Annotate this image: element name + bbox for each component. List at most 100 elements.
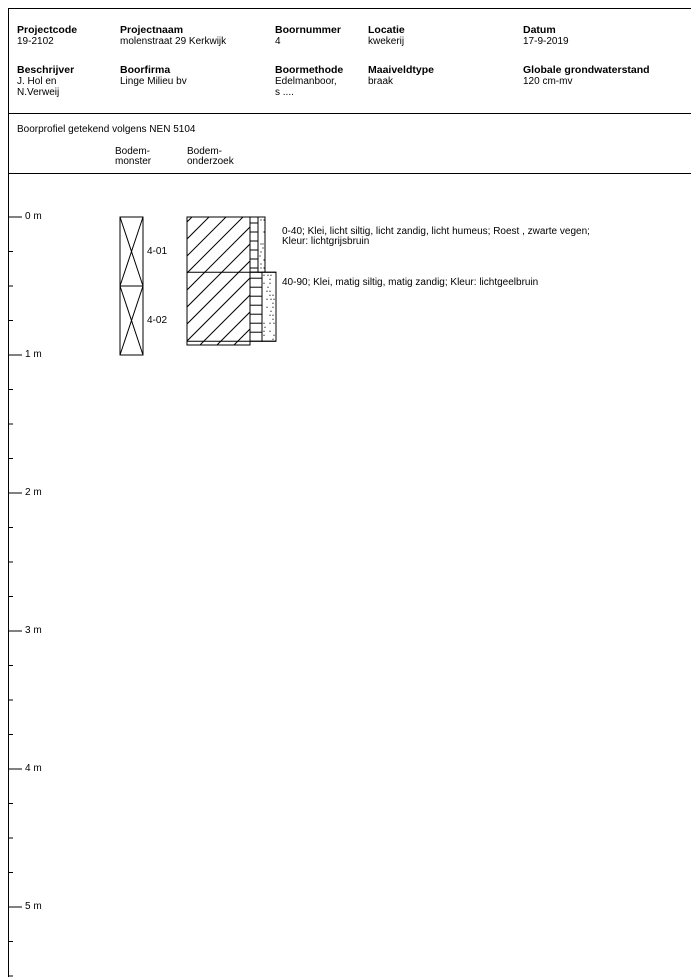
projectnaam-label: Projectnaam — [120, 24, 184, 36]
boormethode-label: Boormethode — [275, 64, 344, 76]
datum-label: Datum — [523, 24, 556, 36]
sand-dot — [263, 267, 265, 269]
sand-dot — [263, 259, 265, 261]
sand-dot — [272, 338, 274, 340]
sand-dot — [262, 247, 264, 249]
beschrijver-label: Beschrijver — [17, 64, 75, 76]
depth-ticks — [8, 216, 22, 977]
clay-hatch-line — [199, 294, 250, 345]
sand-dot — [260, 263, 262, 265]
depth-label: 3 m — [25, 625, 42, 636]
maaiveldtype-label: Maaiveldtype — [368, 64, 434, 76]
sample-cross-line — [119, 285, 144, 356]
sand-dot — [267, 274, 269, 276]
sand-dot — [269, 282, 271, 284]
datum-cell: Datum 17-9-2019 — [523, 24, 569, 48]
column-header-monster-line2: monster — [115, 156, 152, 167]
sand-dot — [260, 243, 262, 245]
layer-boundaries — [187, 271, 276, 342]
boormethode-value: Edelmanboor, — [275, 76, 337, 87]
sand-dot — [263, 219, 265, 221]
depth-label: 5 m — [25, 901, 42, 912]
grondwaterstand-label: Globale grondwaterstand — [523, 64, 650, 76]
boormethode-value-2: s .... — [275, 87, 294, 98]
clay-hatch-line — [187, 277, 250, 342]
sand-dot — [266, 306, 268, 308]
boormethode-cell: Boormethode Edelmanboor, s .... — [275, 64, 344, 99]
beschrijver-value-2: N.Verweij — [17, 87, 60, 98]
sample-box — [119, 285, 144, 356]
sample-id-label: 4-02 — [147, 314, 168, 326]
sand-dot — [266, 298, 268, 300]
sand-dot — [263, 334, 265, 336]
boornummer-label: Boornummer — [275, 24, 341, 36]
layer-description-line: 40-90; Klei, matig siltig, matig zandig;… — [282, 277, 539, 288]
sand-dot — [272, 294, 274, 296]
boorfirma-cell: Boorfirma Linge Milieu bv — [120, 64, 187, 88]
clay-hatch-line — [187, 226, 250, 291]
sand-dot — [272, 314, 274, 316]
maaiveldtype-value: braak — [368, 76, 394, 87]
sand-dot — [273, 334, 275, 336]
sand-dot — [273, 298, 275, 300]
locatie-value: kwekerij — [368, 36, 405, 47]
sand-dot — [262, 243, 264, 245]
projectcode-value: 19-2102 — [17, 36, 54, 47]
clay-hatch-line — [187, 243, 250, 308]
sample-boxes — [119, 216, 144, 356]
datum-value: 17-9-2019 — [523, 36, 569, 47]
layer-description-line: Kleur: lichtgrijsbruin — [282, 236, 370, 247]
sand-dot — [263, 322, 265, 324]
clay-hatch-line — [216, 311, 250, 345]
grondwaterstand-cell: Globale grondwaterstand 120 cm-mv — [523, 64, 650, 88]
projectnaam-cell: Projectnaam molenstraat 29 Kerkwijk — [120, 24, 226, 48]
grondwaterstand-value: 120 cm-mv — [523, 76, 573, 87]
sample-id-label: 4-01 — [147, 245, 168, 257]
sand-dot — [260, 219, 262, 221]
sand-dot — [259, 255, 261, 257]
sand-dot — [263, 282, 265, 284]
sample-cross-line — [119, 216, 144, 287]
clay-hatch-line — [187, 217, 244, 274]
depth-label: 2 m — [25, 487, 42, 498]
projectcode-cell: Projectcode 19-2102 — [17, 24, 78, 48]
sand-dot — [264, 326, 266, 328]
sand-dot — [272, 318, 274, 320]
boornummer-cell: Boornummer 4 — [275, 24, 341, 48]
profile-subtitle: Boorprofiel getekend volgens NEN 5104 — [17, 124, 196, 135]
sand-dot — [269, 314, 271, 316]
depth-label: 1 m — [25, 349, 42, 360]
clay-hatch-line — [187, 217, 227, 257]
sand-dot — [269, 330, 271, 332]
sand-dot — [272, 302, 274, 304]
sand-dot — [267, 286, 269, 288]
sand-dot — [270, 274, 272, 276]
sand-dot — [260, 251, 262, 253]
sand-dot — [269, 278, 271, 280]
clay-hatch-line — [187, 217, 193, 223]
layer-description-line: 0-40; Klei, licht siltig, licht zandig, … — [282, 226, 590, 237]
boornummer-value: 4 — [275, 36, 281, 47]
boorfirma-label: Boorfirma — [120, 64, 171, 76]
column-header-onderzoek: Bodem- onderzoek — [187, 147, 234, 167]
column-header-onderzoek-line2: onderzoek — [187, 156, 234, 167]
depth-label: 4 m — [25, 763, 42, 774]
sand-dot — [272, 306, 274, 308]
beschrijver-cell: Beschrijver J. Hol en N.Verweij — [17, 64, 75, 99]
silt-box — [249, 216, 259, 273]
column-header-divider — [8, 173, 691, 174]
clay-hatch-line — [47, 217, 175, 345]
layer-description: 40-90; Klei, matig siltig, matig zandig;… — [282, 278, 538, 288]
locatie-label: Locatie — [368, 24, 405, 36]
column-header-monster: Bodem- monster — [115, 147, 151, 167]
depth-label: 0 m — [25, 211, 42, 222]
sand-dot — [266, 290, 268, 292]
maaiveldtype-cell: Maaiveldtype braak — [368, 64, 434, 88]
sand-dot — [273, 322, 275, 324]
sand-dot — [269, 322, 271, 324]
sand-dot — [270, 310, 272, 312]
header-divider — [8, 113, 691, 114]
projectcode-label: Projectcode — [17, 24, 78, 36]
locatie-cell: Locatie kwekerij — [368, 24, 405, 48]
